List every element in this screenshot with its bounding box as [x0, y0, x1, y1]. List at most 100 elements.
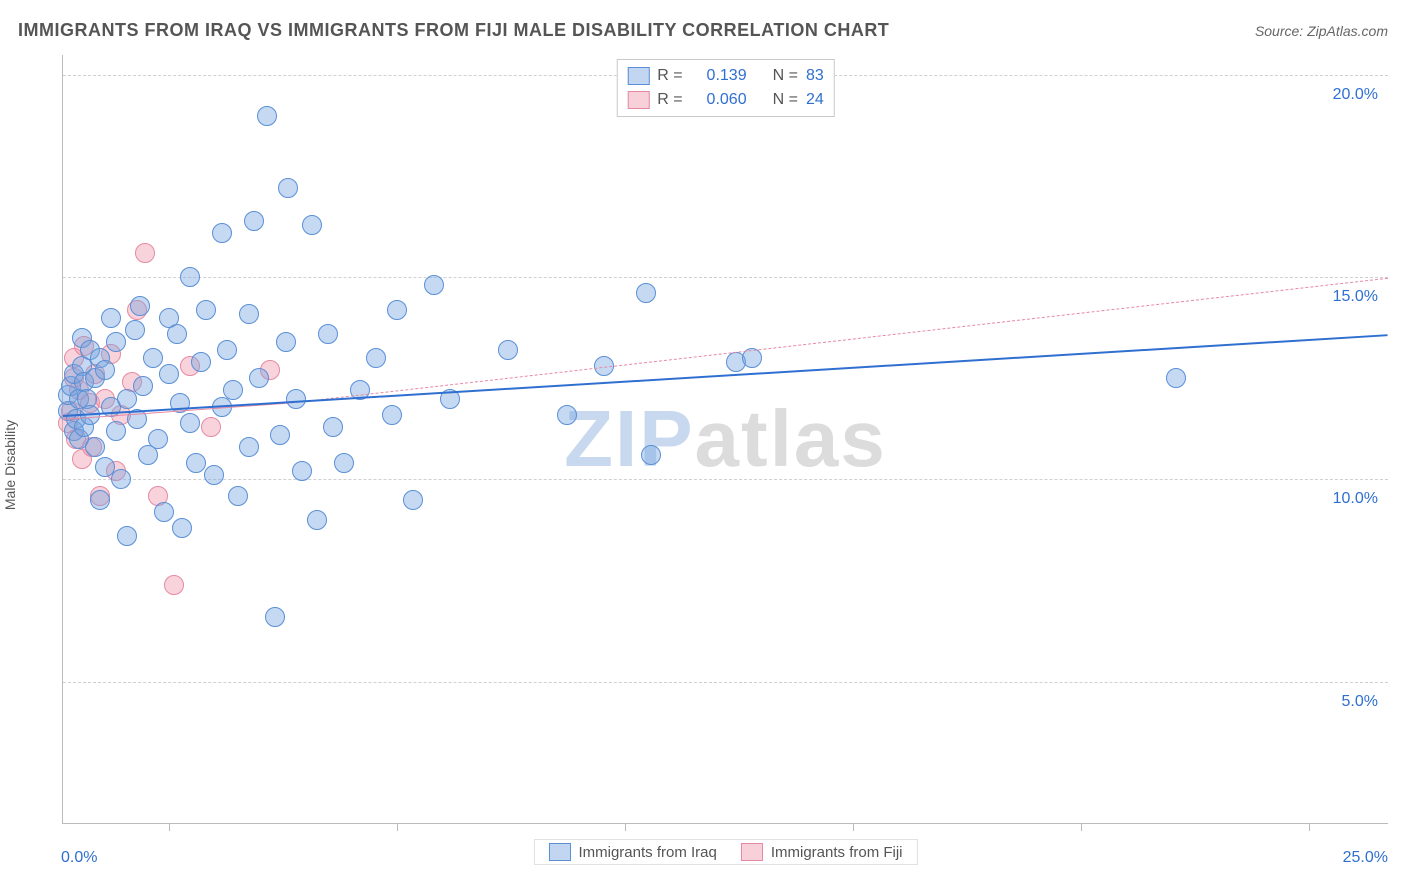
scatter-point	[85, 437, 105, 457]
gridline	[63, 277, 1388, 278]
scatter-point	[239, 437, 259, 457]
scatter-point	[130, 296, 150, 316]
scatter-point	[201, 417, 221, 437]
gridline	[63, 479, 1388, 480]
scatter-point	[196, 300, 216, 320]
y-axis-label: Male Disability	[2, 419, 18, 509]
legend-r-label: R =	[657, 64, 682, 88]
scatter-point	[265, 607, 285, 627]
source-label: Source:	[1255, 23, 1303, 39]
scatter-point	[302, 215, 322, 235]
scatter-point	[212, 223, 232, 243]
legend-swatch	[741, 843, 763, 861]
legend-item: Immigrants from Fiji	[741, 843, 903, 861]
legend-n-value: 24	[806, 88, 824, 112]
scatter-point	[257, 106, 277, 126]
plot-area: ZIPatlas 5.0%10.0%15.0%20.0%0.0%25.0%R =…	[62, 55, 1388, 824]
y-tick-label: 10.0%	[1333, 490, 1378, 508]
scatter-point	[223, 380, 243, 400]
x-tick-label: 0.0%	[61, 849, 97, 867]
scatter-point	[641, 445, 661, 465]
scatter-point	[167, 324, 187, 344]
legend-row: R = 0.060 N = 24	[627, 88, 823, 112]
scatter-point	[135, 243, 155, 263]
legend-item: Immigrants from Iraq	[548, 843, 716, 861]
chart-source: Source: ZipAtlas.com	[1255, 23, 1388, 39]
x-tick-label: 25.0%	[1343, 849, 1388, 867]
scatter-point	[191, 352, 211, 372]
scatter-point	[143, 348, 163, 368]
chart-header: IMMIGRANTS FROM IRAQ VS IMMIGRANTS FROM …	[18, 20, 1388, 41]
scatter-point	[90, 490, 110, 510]
legend-series: Immigrants from Iraq Immigrants from Fiji	[533, 839, 917, 865]
scatter-point	[424, 275, 444, 295]
y-tick-label: 15.0%	[1333, 288, 1378, 306]
legend-n-value: 83	[806, 64, 824, 88]
scatter-point	[249, 368, 269, 388]
scatter-point	[228, 486, 248, 506]
legend-swatch	[548, 843, 570, 861]
scatter-point	[106, 421, 126, 441]
scatter-point	[111, 469, 131, 489]
watermark-atlas: atlas	[695, 394, 887, 483]
scatter-point	[172, 518, 192, 538]
legend-r-label: R =	[657, 88, 682, 112]
scatter-point	[133, 376, 153, 396]
scatter-point	[270, 425, 290, 445]
legend-swatch	[627, 91, 649, 109]
legend-n-label: N =	[773, 88, 798, 112]
scatter-point	[557, 405, 577, 425]
scatter-point	[164, 575, 184, 595]
scatter-point	[387, 300, 407, 320]
scatter-point	[366, 348, 386, 368]
scatter-point	[292, 461, 312, 481]
x-tick	[625, 823, 626, 831]
source-value: ZipAtlas.com	[1307, 23, 1388, 39]
scatter-point	[117, 526, 137, 546]
scatter-point	[318, 324, 338, 344]
y-tick-label: 5.0%	[1342, 693, 1378, 711]
scatter-point	[239, 304, 259, 324]
scatter-point	[106, 332, 126, 352]
scatter-point	[180, 413, 200, 433]
legend-correlation: R = 0.139 N = 83 R = 0.060 N = 24	[616, 59, 834, 117]
x-tick	[853, 823, 854, 831]
legend-item-label: Immigrants from Fiji	[771, 844, 903, 861]
y-tick-label: 20.0%	[1333, 86, 1378, 104]
x-tick	[397, 823, 398, 831]
scatter-point	[636, 283, 656, 303]
scatter-point	[159, 364, 179, 384]
scatter-point	[154, 502, 174, 522]
scatter-point	[217, 340, 237, 360]
scatter-point	[186, 453, 206, 473]
scatter-point	[403, 490, 423, 510]
scatter-point	[204, 465, 224, 485]
x-tick	[169, 823, 170, 831]
chart-title: IMMIGRANTS FROM IRAQ VS IMMIGRANTS FROM …	[18, 20, 889, 41]
scatter-point	[101, 308, 121, 328]
scatter-point	[125, 320, 145, 340]
legend-r-value: 0.139	[691, 64, 747, 88]
legend-r-value: 0.060	[691, 88, 747, 112]
scatter-point	[148, 429, 168, 449]
scatter-point	[95, 360, 115, 380]
x-tick	[1309, 823, 1310, 831]
legend-swatch	[627, 67, 649, 85]
scatter-point	[180, 267, 200, 287]
x-tick	[1081, 823, 1082, 831]
legend-n-label: N =	[773, 64, 798, 88]
watermark-zip: ZIP	[564, 394, 694, 483]
scatter-point	[382, 405, 402, 425]
scatter-point	[278, 178, 298, 198]
scatter-point	[244, 211, 264, 231]
scatter-point	[498, 340, 518, 360]
gridline	[63, 682, 1388, 683]
trend-line	[286, 277, 1388, 403]
legend-row: R = 0.139 N = 83	[627, 64, 823, 88]
watermark: ZIPatlas	[564, 393, 887, 485]
scatter-point	[286, 389, 306, 409]
legend-item-label: Immigrants from Iraq	[578, 844, 716, 861]
scatter-point	[334, 453, 354, 473]
scatter-point	[307, 510, 327, 530]
scatter-point	[323, 417, 343, 437]
